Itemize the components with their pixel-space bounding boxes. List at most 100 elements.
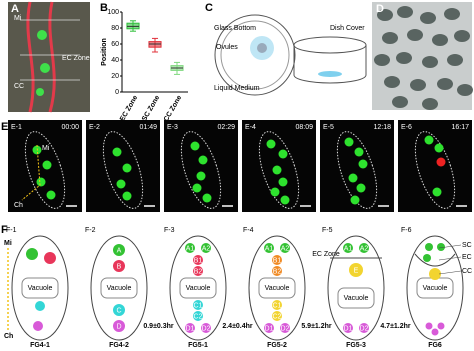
nucleus xyxy=(280,195,290,205)
label: Mi xyxy=(4,240,12,247)
nucleus xyxy=(425,322,433,330)
label: B1 xyxy=(273,257,282,264)
ovule xyxy=(396,52,412,64)
nucleus xyxy=(113,320,125,332)
frame xyxy=(398,120,472,212)
nucleus xyxy=(37,30,47,40)
y-tick-label: 80 xyxy=(111,25,119,32)
ovule xyxy=(432,34,448,46)
ovule xyxy=(410,79,426,91)
ovule xyxy=(457,84,473,96)
outline xyxy=(24,131,66,209)
label: D2 xyxy=(281,325,290,332)
label: F-4 xyxy=(243,227,254,234)
label: Mi xyxy=(14,15,22,22)
nucleus xyxy=(278,149,288,159)
label: Vacuole xyxy=(423,285,448,292)
red-track xyxy=(48,1,56,113)
label: B2 xyxy=(273,268,282,275)
ovule xyxy=(397,6,413,18)
y-tick-label: 100 xyxy=(107,9,119,16)
ovule xyxy=(420,12,436,24)
nucleus xyxy=(280,243,290,253)
label: 08:09 xyxy=(295,124,313,131)
outline xyxy=(336,131,378,209)
label: SC xyxy=(462,242,472,249)
vacuole xyxy=(100,277,138,299)
ovule xyxy=(454,30,470,42)
nucleus xyxy=(425,243,433,251)
ovule xyxy=(444,8,460,20)
nucleus xyxy=(272,300,282,310)
x-tick-label: SC Zone xyxy=(141,94,161,122)
label: F-3 xyxy=(164,227,175,234)
x-tick-label: EC Zone xyxy=(119,94,139,122)
label: D xyxy=(376,3,384,15)
nucleus xyxy=(348,173,358,183)
outline xyxy=(414,131,456,209)
nucleus xyxy=(432,187,442,197)
label: E-6 xyxy=(401,124,412,131)
label: D xyxy=(116,323,121,330)
label: D1 xyxy=(186,325,195,332)
label: E xyxy=(1,121,8,133)
nucleus xyxy=(192,183,202,193)
ovule xyxy=(437,78,453,90)
nucleus xyxy=(359,243,369,253)
nucleus xyxy=(36,177,46,187)
nucleus xyxy=(116,179,126,189)
label: F-5 xyxy=(322,227,333,234)
y-axis-title: Position xyxy=(101,38,108,66)
nucleus xyxy=(193,266,203,276)
ovule xyxy=(382,32,398,44)
mi-ch-dash xyxy=(21,144,41,201)
label: EC Zone xyxy=(62,55,90,62)
label: C2 xyxy=(273,313,282,320)
vacuole xyxy=(179,277,217,299)
label: F-1 xyxy=(6,227,17,234)
nucleus xyxy=(122,163,132,173)
label: C1 xyxy=(194,302,203,309)
cover-side xyxy=(293,45,367,84)
nucleus xyxy=(272,266,282,276)
nucleus xyxy=(354,147,364,157)
nucleus xyxy=(196,171,206,181)
nucleus xyxy=(33,321,43,331)
label: 02:29 xyxy=(217,124,235,131)
nucleus xyxy=(42,160,52,170)
label: E xyxy=(354,267,359,274)
label: Vacuole xyxy=(107,285,132,292)
label: A1 xyxy=(265,245,274,252)
nucleus xyxy=(280,323,290,333)
cover-drop xyxy=(318,71,342,77)
nucleus xyxy=(185,323,195,333)
label: A1 xyxy=(344,245,353,252)
nucleus xyxy=(350,195,360,205)
label: 0.9±0.3hr xyxy=(143,323,174,330)
ovule xyxy=(422,56,438,68)
label: CC xyxy=(14,83,24,90)
nucleus xyxy=(349,263,363,277)
ovule xyxy=(384,76,400,88)
label: C2 xyxy=(194,313,203,320)
nucleus xyxy=(359,323,369,333)
nucleus xyxy=(112,147,122,157)
y-tick-label: 20 xyxy=(111,73,119,80)
label: FG5-1 xyxy=(188,342,208,349)
outline xyxy=(102,131,144,209)
nucleus xyxy=(201,323,211,333)
label: FG4-1 xyxy=(30,342,50,349)
nucleus xyxy=(266,139,276,149)
nucleus xyxy=(193,311,203,321)
nucleus xyxy=(431,328,439,336)
label: 00:00 xyxy=(61,124,79,131)
nucleus xyxy=(113,304,125,316)
label: Vacuole xyxy=(28,285,53,292)
label: E-5 xyxy=(323,124,334,131)
y-tick-label: 0 xyxy=(115,89,119,96)
nucleus xyxy=(424,135,434,145)
label: 12:18 xyxy=(373,124,391,131)
ovule xyxy=(407,29,423,41)
vacuole xyxy=(21,277,59,299)
nucleus xyxy=(193,300,203,310)
